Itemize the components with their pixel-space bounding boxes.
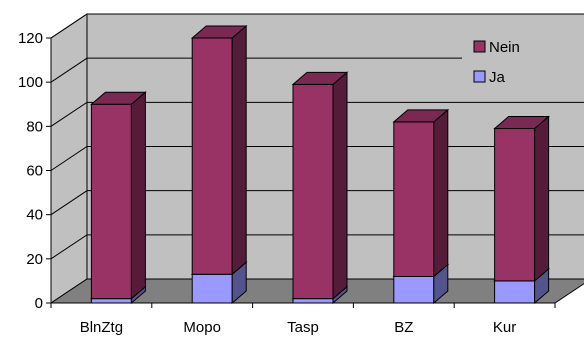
bar-front	[191, 37, 233, 275]
legend-label-nein: Nein	[489, 39, 520, 56]
y-tick-label: 0	[35, 295, 43, 312]
axes	[46, 37, 556, 308]
bar-side	[231, 24, 247, 276]
bar-side	[534, 115, 550, 283]
bar-front	[292, 83, 334, 300]
gridline	[50, 13, 584, 39]
legend: Nein Ja	[462, 31, 584, 93]
bar-front	[292, 298, 334, 304]
bar-top	[90, 91, 147, 105]
bar-front	[90, 298, 132, 304]
legend-swatch-nein	[473, 40, 486, 53]
bar-top	[392, 109, 450, 123]
bar-top	[493, 116, 550, 130]
x-tick-label: BlnZtg	[80, 319, 123, 336]
y-tick-label: 40	[26, 207, 43, 224]
bar-segment-nein-kur	[493, 115, 550, 283]
gridline	[50, 101, 584, 127]
x-tick-label: Kur	[493, 319, 516, 336]
bar-segment-nein-blnztg	[90, 91, 147, 300]
bar-side	[433, 108, 449, 278]
legend-swatch-ja	[473, 70, 486, 83]
bar-front	[191, 273, 233, 304]
bar-segment-nein-tasp	[291, 71, 349, 300]
bar-top	[190, 25, 248, 39]
gridline	[50, 57, 584, 83]
bar-segment-nein-mopo	[190, 24, 248, 276]
bar-front	[393, 276, 435, 304]
x-tick-label: BZ	[394, 319, 413, 336]
y-tick-label: 100	[18, 74, 43, 91]
y-tick-label: 120	[18, 30, 43, 47]
y-tick-label: 60	[26, 163, 43, 180]
bar-front	[494, 128, 536, 282]
bar-front	[494, 280, 536, 304]
y-tick-label: 80	[26, 118, 43, 135]
bar-front	[393, 121, 435, 277]
legend-box	[462, 31, 584, 93]
y-tick-label: 20	[26, 251, 43, 268]
bar-side	[130, 91, 146, 300]
bar-side	[332, 71, 348, 300]
bar-top	[291, 71, 349, 85]
x-tick-labels: BlnZtg Mopo Tasp BZ Kur	[80, 319, 517, 336]
bar-segment-nein-bz	[392, 108, 450, 278]
bar-front	[90, 103, 132, 300]
x-tick-label: Mopo	[183, 319, 221, 336]
bars	[90, 24, 550, 305]
y-tick-labels: 0 20 40 60 80 100 120	[18, 30, 43, 312]
legend-label-ja: Ja	[489, 69, 506, 86]
x-tick-label: Tasp	[287, 319, 319, 336]
